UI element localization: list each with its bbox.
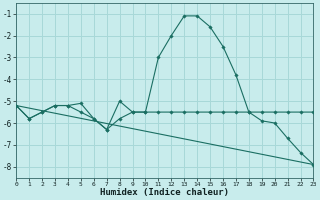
X-axis label: Humidex (Indice chaleur): Humidex (Indice chaleur) [100,188,229,197]
